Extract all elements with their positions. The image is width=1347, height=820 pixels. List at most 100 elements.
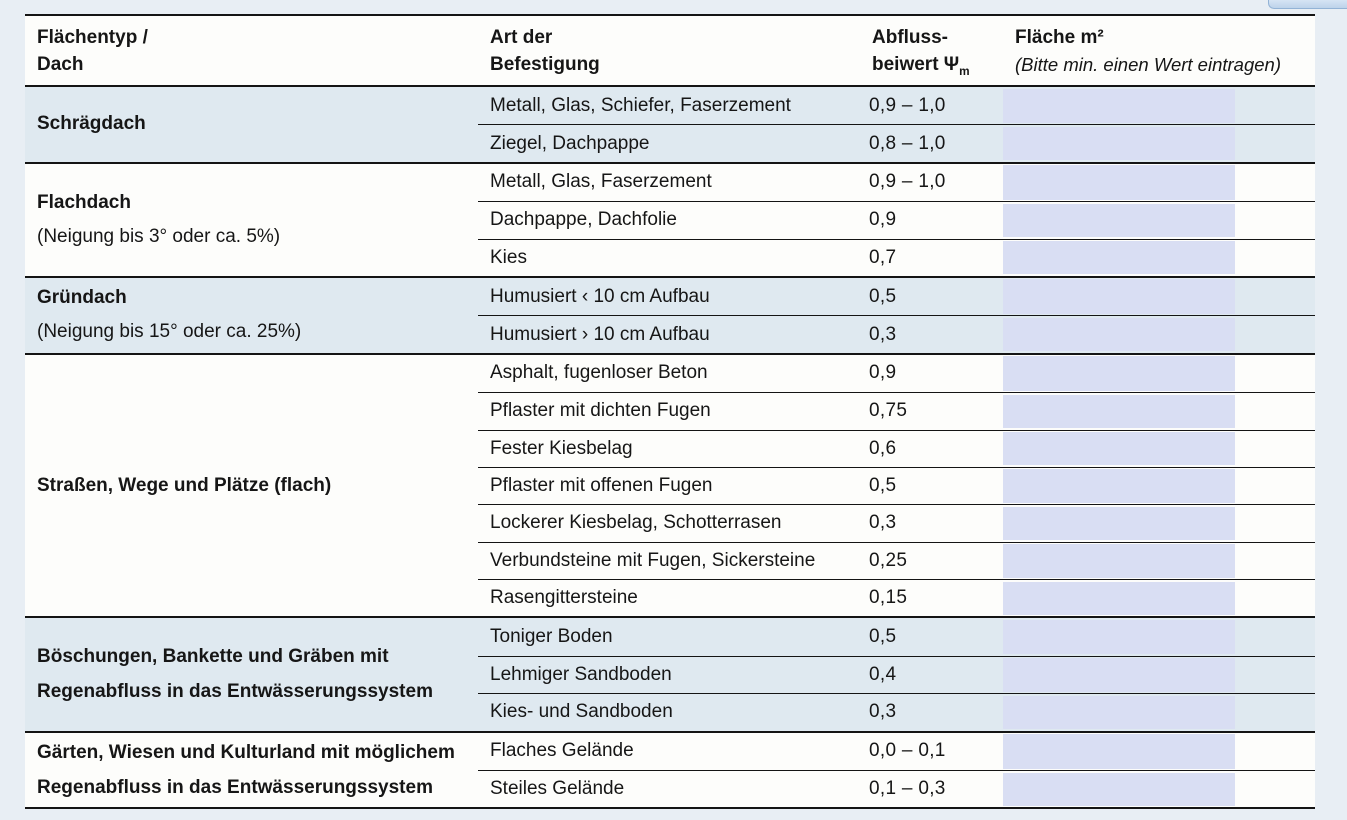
abflussbeiwert-cell: 0,7	[869, 246, 897, 268]
befestigung-cell: Dachpappe, Dachfolie	[490, 209, 677, 231]
table-row: Humusiert › 10 cm Aufbau 0,3	[478, 315, 1315, 352]
group-title-line2: Regenabfluss in das Entwässerungssystem	[37, 681, 433, 703]
flaeche-input[interactable]	[1003, 734, 1235, 769]
abflussbeiwert-cell: 0,3	[869, 512, 897, 534]
header-flaechentyp-line1: Flächentyp /	[37, 27, 148, 48]
abflussbeiwert-cell: 0,9 – 1,0	[869, 94, 946, 116]
abflussbeiwert-cell: 0,9	[869, 209, 897, 231]
header-flaechentyp-line2: Dach	[37, 54, 84, 75]
table-row: Metall, Glas, Faserzement 0,9 – 1,0	[478, 164, 1315, 201]
group-subtitle: (Neigung bis 15° oder ca. 25%)	[37, 321, 302, 343]
flaeche-input[interactable]	[1003, 356, 1235, 391]
runoff-coefficient-table: Flächentyp / Dach Art der Befestigung Ab…	[25, 14, 1315, 810]
befestigung-cell: Ziegel, Dachpappe	[490, 132, 650, 154]
flaeche-input[interactable]	[1003, 469, 1235, 503]
group-flachdach: Flachdach (Neigung bis 3° oder ca. 5%) M…	[25, 161, 1315, 276]
flaeche-input[interactable]	[1003, 126, 1235, 161]
befestigung-cell: Kies	[490, 246, 527, 268]
group-label: Gärten, Wiesen und Kulturland mit möglic…	[25, 733, 478, 808]
abflussbeiwert-cell: 0,25	[869, 549, 908, 571]
table-row: Lehmiger Sandboden 0,4	[478, 655, 1315, 693]
befestigung-cell: Metall, Glas, Schiefer, Faserzement	[490, 94, 791, 116]
psi-subscript: m	[959, 64, 970, 78]
group-title: Straßen, Wege und Plätze (flach)	[37, 474, 332, 496]
header-flaeche: Fläche m² (Bitte min. einen Wert eintrag…	[1003, 16, 1315, 85]
table-row: Steiles Gelände 0,1 – 0,3	[478, 770, 1315, 807]
flaeche-input[interactable]	[1003, 544, 1235, 578]
table-row: Asphalt, fugenloser Beton 0,9	[478, 355, 1315, 392]
table-row: Lockerer Kiesbelag, Schotterrasen 0,3	[478, 504, 1315, 541]
flaeche-input[interactable]	[1003, 619, 1235, 655]
table-row: Kies 0,7	[478, 238, 1315, 276]
flaeche-input[interactable]	[1003, 279, 1235, 314]
table-row: Flaches Gelände 0,0 – 0,1	[478, 733, 1315, 770]
befestigung-cell: Lockerer Kiesbelag, Schotterrasen	[490, 512, 782, 534]
abflussbeiwert-cell: 0,9	[869, 362, 897, 384]
group-label: Böschungen, Bankette und Gräben mit Rege…	[25, 618, 478, 730]
table-row: Pflaster mit dichten Fugen 0,75	[478, 392, 1315, 429]
abflussbeiwert-cell: 0,4	[869, 664, 897, 686]
group-label: Gründach (Neigung bis 15° oder ca. 25%)	[25, 278, 478, 353]
flaeche-input[interactable]	[1003, 695, 1235, 730]
flaeche-input[interactable]	[1003, 88, 1235, 123]
befestigung-cell: Humusiert ‹ 10 cm Aufbau	[490, 285, 710, 307]
group-label: Schrägdach	[25, 87, 478, 162]
abflussbeiwert-cell: 0,3	[869, 323, 897, 345]
table-row: Fester Kiesbelag 0,6	[478, 429, 1315, 467]
group-schraegdach: Schrägdach Metall, Glas, Schiefer, Faser…	[25, 87, 1315, 162]
flaeche-input[interactable]	[1003, 658, 1235, 692]
befestigung-cell: Lehmiger Sandboden	[490, 664, 672, 686]
befestigung-cell: Kies- und Sandboden	[490, 701, 673, 723]
header-art-line1: Art der	[490, 27, 553, 48]
abflussbeiwert-cell: 0,8 – 1,0	[869, 132, 946, 154]
befestigung-cell: Rasengittersteine	[490, 587, 638, 609]
flaeche-input[interactable]	[1003, 772, 1235, 806]
table-row: Humusiert ‹ 10 cm Aufbau 0,5	[478, 278, 1315, 315]
flaeche-input[interactable]	[1003, 432, 1235, 466]
group-title-line2: Regenabfluss in das Entwässerungssystem	[37, 776, 433, 798]
abflussbeiwert-cell: 0,5	[869, 626, 897, 648]
group-label: Flachdach (Neigung bis 3° oder ca. 5%)	[25, 164, 478, 276]
group-strassen: Straßen, Wege und Plätze (flach) Asphalt…	[25, 352, 1315, 617]
flaeche-input[interactable]	[1003, 317, 1235, 352]
header-abfluss-line2: beiwert Ψm	[872, 54, 970, 78]
group-title: Böschungen, Bankette und Gräben mit	[37, 646, 389, 668]
befestigung-cell: Asphalt, fugenloser Beton	[490, 362, 708, 384]
abflussbeiwert-cell: 0,6	[869, 437, 897, 459]
group-subtitle: (Neigung bis 3° oder ca. 5%)	[37, 225, 281, 247]
table-row: Verbundsteine mit Fugen, Sickersteine 0,…	[478, 541, 1315, 579]
abflussbeiwert-cell: 0,15	[869, 587, 908, 609]
abflussbeiwert-cell: 0,5	[869, 285, 897, 307]
table-row: Dachpappe, Dachfolie 0,9	[478, 201, 1315, 238]
abflussbeiwert-cell: 0,1 – 0,3	[869, 778, 946, 800]
flaeche-input[interactable]	[1003, 506, 1235, 541]
header-art-line2: Befestigung	[490, 54, 600, 75]
befestigung-cell: Fester Kiesbelag	[490, 437, 633, 459]
befestigung-cell: Steiles Gelände	[490, 778, 625, 800]
flaeche-input[interactable]	[1003, 165, 1235, 200]
befestigung-cell: Pflaster mit dichten Fugen	[490, 400, 711, 422]
befestigung-cell: Verbundsteine mit Fugen, Sickersteine	[490, 549, 816, 571]
befestigung-cell: Metall, Glas, Faserzement	[490, 171, 712, 193]
abflussbeiwert-cell: 0,5	[869, 475, 897, 497]
befestigung-cell: Pflaster mit offenen Fugen	[490, 475, 713, 497]
table-header-row: Flächentyp / Dach Art der Befestigung Ab…	[25, 16, 1315, 87]
befestigung-cell: Toniger Boden	[490, 626, 613, 648]
header-abflussbeiwert: Abfluss- beiwert Ψm	[860, 16, 1003, 85]
abflussbeiwert-cell: 0,3	[869, 701, 897, 723]
abflussbeiwert-cell: 0,75	[869, 400, 908, 422]
flaeche-input[interactable]	[1003, 581, 1235, 615]
flaeche-input[interactable]	[1003, 394, 1235, 429]
group-title: Flachdach	[37, 191, 131, 213]
flaeche-input[interactable]	[1003, 241, 1235, 275]
flaeche-input[interactable]	[1003, 203, 1235, 238]
header-flaeche-hint: (Bitte min. einen Wert eintragen)	[1015, 54, 1281, 75]
table-row: Metall, Glas, Schiefer, Faserzement 0,9 …	[478, 87, 1315, 124]
table-row: Toniger Boden 0,5	[478, 618, 1315, 655]
table-row: Rasengittersteine 0,15	[478, 579, 1315, 616]
scrollbar-thumb[interactable]	[1268, 0, 1347, 9]
group-title: Schrägdach	[37, 113, 146, 135]
abflussbeiwert-cell: 0,9 – 1,0	[869, 171, 946, 193]
befestigung-cell: Flaches Gelände	[490, 740, 634, 762]
